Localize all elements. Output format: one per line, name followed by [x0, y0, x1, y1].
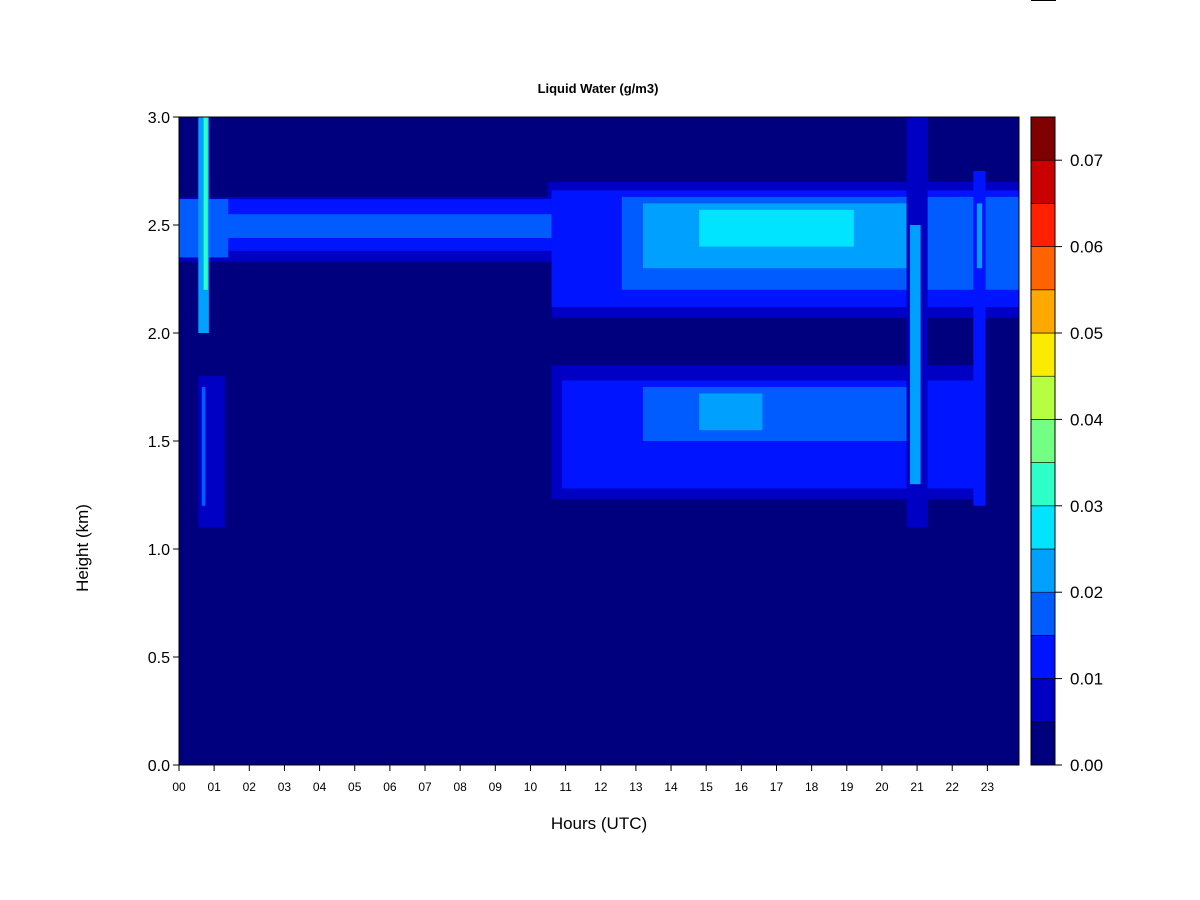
x-axis-label: Hours (UTC) — [551, 814, 647, 833]
colorbar-swatch — [1030, 462, 1056, 507]
y-tick-label: 2.0 — [148, 326, 170, 343]
colorbar-tick-label: 0.06 — [1070, 238, 1103, 257]
x-tick-label: 13 — [629, 780, 643, 794]
colorbar-axis: 0.00 0.01 0.02 0.03 0.04 0.05 0.06 0.07 — [1055, 151, 1103, 775]
x-tick-label: 20 — [875, 780, 889, 794]
colorbar-swatch — [1030, 678, 1056, 723]
heatmap-region-11 — [642, 387, 911, 441]
colorbar-tick-label: 0.05 — [1070, 324, 1103, 343]
corner-mark — [1031, 0, 1056, 1]
heatmap-region-15 — [203, 117, 208, 290]
colorbar-swatch — [1030, 116, 1056, 161]
colorbar — [1030, 116, 1056, 766]
heatmap-region-17 — [201, 387, 206, 506]
x-tick-label: 08 — [453, 780, 467, 794]
x-tick-label: 06 — [383, 780, 397, 794]
y-tick-label: 1.5 — [148, 434, 170, 451]
colorbar-swatch — [1030, 721, 1056, 766]
x-tick-label: 12 — [594, 780, 608, 794]
x-tick-label: 14 — [664, 780, 678, 794]
colorbar-swatch — [1030, 505, 1056, 550]
colorbar-swatch — [1030, 159, 1056, 204]
chart-title: Liquid Water (g/m3) — [538, 81, 659, 96]
y-tick-label: 3.0 — [148, 110, 170, 127]
colorbar-tick-label: 0.01 — [1070, 670, 1103, 689]
colorbar-swatch — [1030, 419, 1056, 463]
x-tick-label: 05 — [348, 780, 362, 794]
heatmap-region-2 — [179, 181, 549, 197]
x-tick-label: 03 — [278, 780, 292, 794]
colorbar-swatch — [1030, 375, 1056, 420]
x-tick-label: 09 — [489, 780, 503, 794]
x-tick-label: 00 — [172, 780, 186, 794]
x-tick-label: 16 — [735, 780, 749, 794]
colorbar-swatch — [1030, 548, 1056, 593]
colorbar-swatch — [1030, 332, 1056, 377]
colorbar-tick-label: 0.03 — [1070, 497, 1103, 516]
x-tick-label: 02 — [243, 780, 257, 794]
x-tick-label: 19 — [840, 780, 854, 794]
x-tick-label: 01 — [207, 780, 221, 794]
y-axis: 0.0 0.5 1.0 1.5 2.0 2.5 3.0 — [148, 110, 179, 775]
colorbar-tick-label: 0.00 — [1070, 756, 1103, 775]
x-tick-label: 10 — [524, 780, 538, 794]
x-tick-label: 07 — [418, 780, 432, 794]
x-tick-label: 21 — [910, 780, 924, 794]
colorbar-swatch — [1030, 246, 1056, 291]
heatmap-region-1 — [179, 261, 552, 318]
x-tick-label: 23 — [981, 780, 995, 794]
y-axis-label: Height (km) — [73, 504, 92, 592]
y-tick-label: 0.0 — [148, 758, 170, 775]
x-tick-label: 11 — [559, 780, 572, 794]
colorbar-tick-label: 0.02 — [1070, 583, 1103, 602]
colorbar-swatch — [1030, 635, 1056, 679]
x-tick-label: 18 — [805, 780, 819, 794]
y-tick-label: 2.5 — [148, 218, 170, 235]
colorbar-swatch — [1030, 203, 1056, 247]
colorbar-frame — [1030, 116, 1056, 766]
y-tick-label: 1.0 — [148, 542, 170, 559]
plot-area — [179, 117, 1019, 765]
heatmap-region-20 — [973, 171, 986, 506]
heatmap-region-19 — [910, 225, 921, 485]
heatmap-region-4 — [179, 214, 552, 238]
colorbar-tick-label: 0.07 — [1070, 151, 1103, 170]
x-tick-label: 04 — [313, 780, 327, 794]
heatmap-region-21 — [976, 203, 983, 269]
colorbar-swatch — [1030, 591, 1056, 636]
x-axis: 00 01 02 03 04 05 06 07 08 09 10 11 12 13 14 15 16 17 18 19… — [172, 765, 994, 794]
colorbar-tick-label: 0.04 — [1070, 410, 1103, 429]
y-tick-label: 0.5 — [148, 650, 170, 667]
heatmap-region-12 — [699, 393, 763, 431]
x-tick-label: 15 — [700, 780, 714, 794]
x-tick-label: 17 — [770, 780, 784, 794]
heatmap-region-8 — [699, 209, 854, 247]
x-tick-label: 22 — [946, 780, 960, 794]
colorbar-swatch — [1030, 289, 1056, 334]
